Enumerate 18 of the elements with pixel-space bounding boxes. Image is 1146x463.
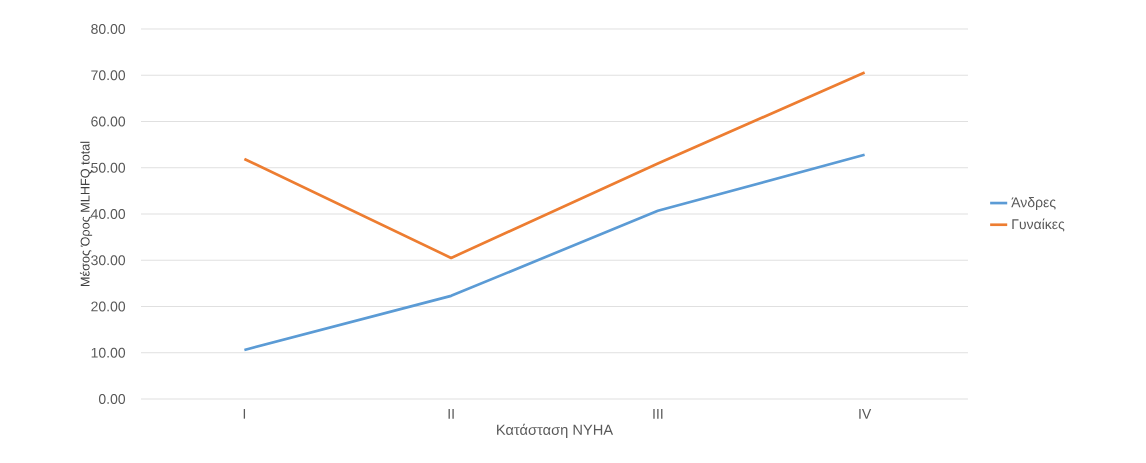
x-tick-label: I (243, 409, 246, 419)
legend-label: Άνδρες (1011, 196, 1056, 211)
y-tick-label: 10.00 (91, 347, 126, 358)
y-tick-label: 20.00 (91, 301, 126, 312)
x-tick-label: II (448, 409, 454, 419)
y-tick-label: 30.00 (91, 255, 126, 266)
y-tick-label: 0.00 (98, 394, 126, 404)
legend-label: Γυναίκες (1012, 218, 1065, 232)
line-series (243, 71, 866, 260)
y-tick-label: 70.00 (91, 70, 126, 81)
line-series (243, 153, 866, 352)
y-tick-label: 60.00 (91, 116, 126, 127)
y-tick-label: 40.00 (90, 209, 126, 219)
x-tick-label: III (653, 409, 663, 419)
x-axis-title: Κατάσταση NYHA (497, 423, 614, 438)
y-tick-label: 50.00 (91, 162, 126, 173)
y-tick-label: 80.00 (91, 24, 126, 34)
x-tick-label: IV (859, 409, 872, 419)
